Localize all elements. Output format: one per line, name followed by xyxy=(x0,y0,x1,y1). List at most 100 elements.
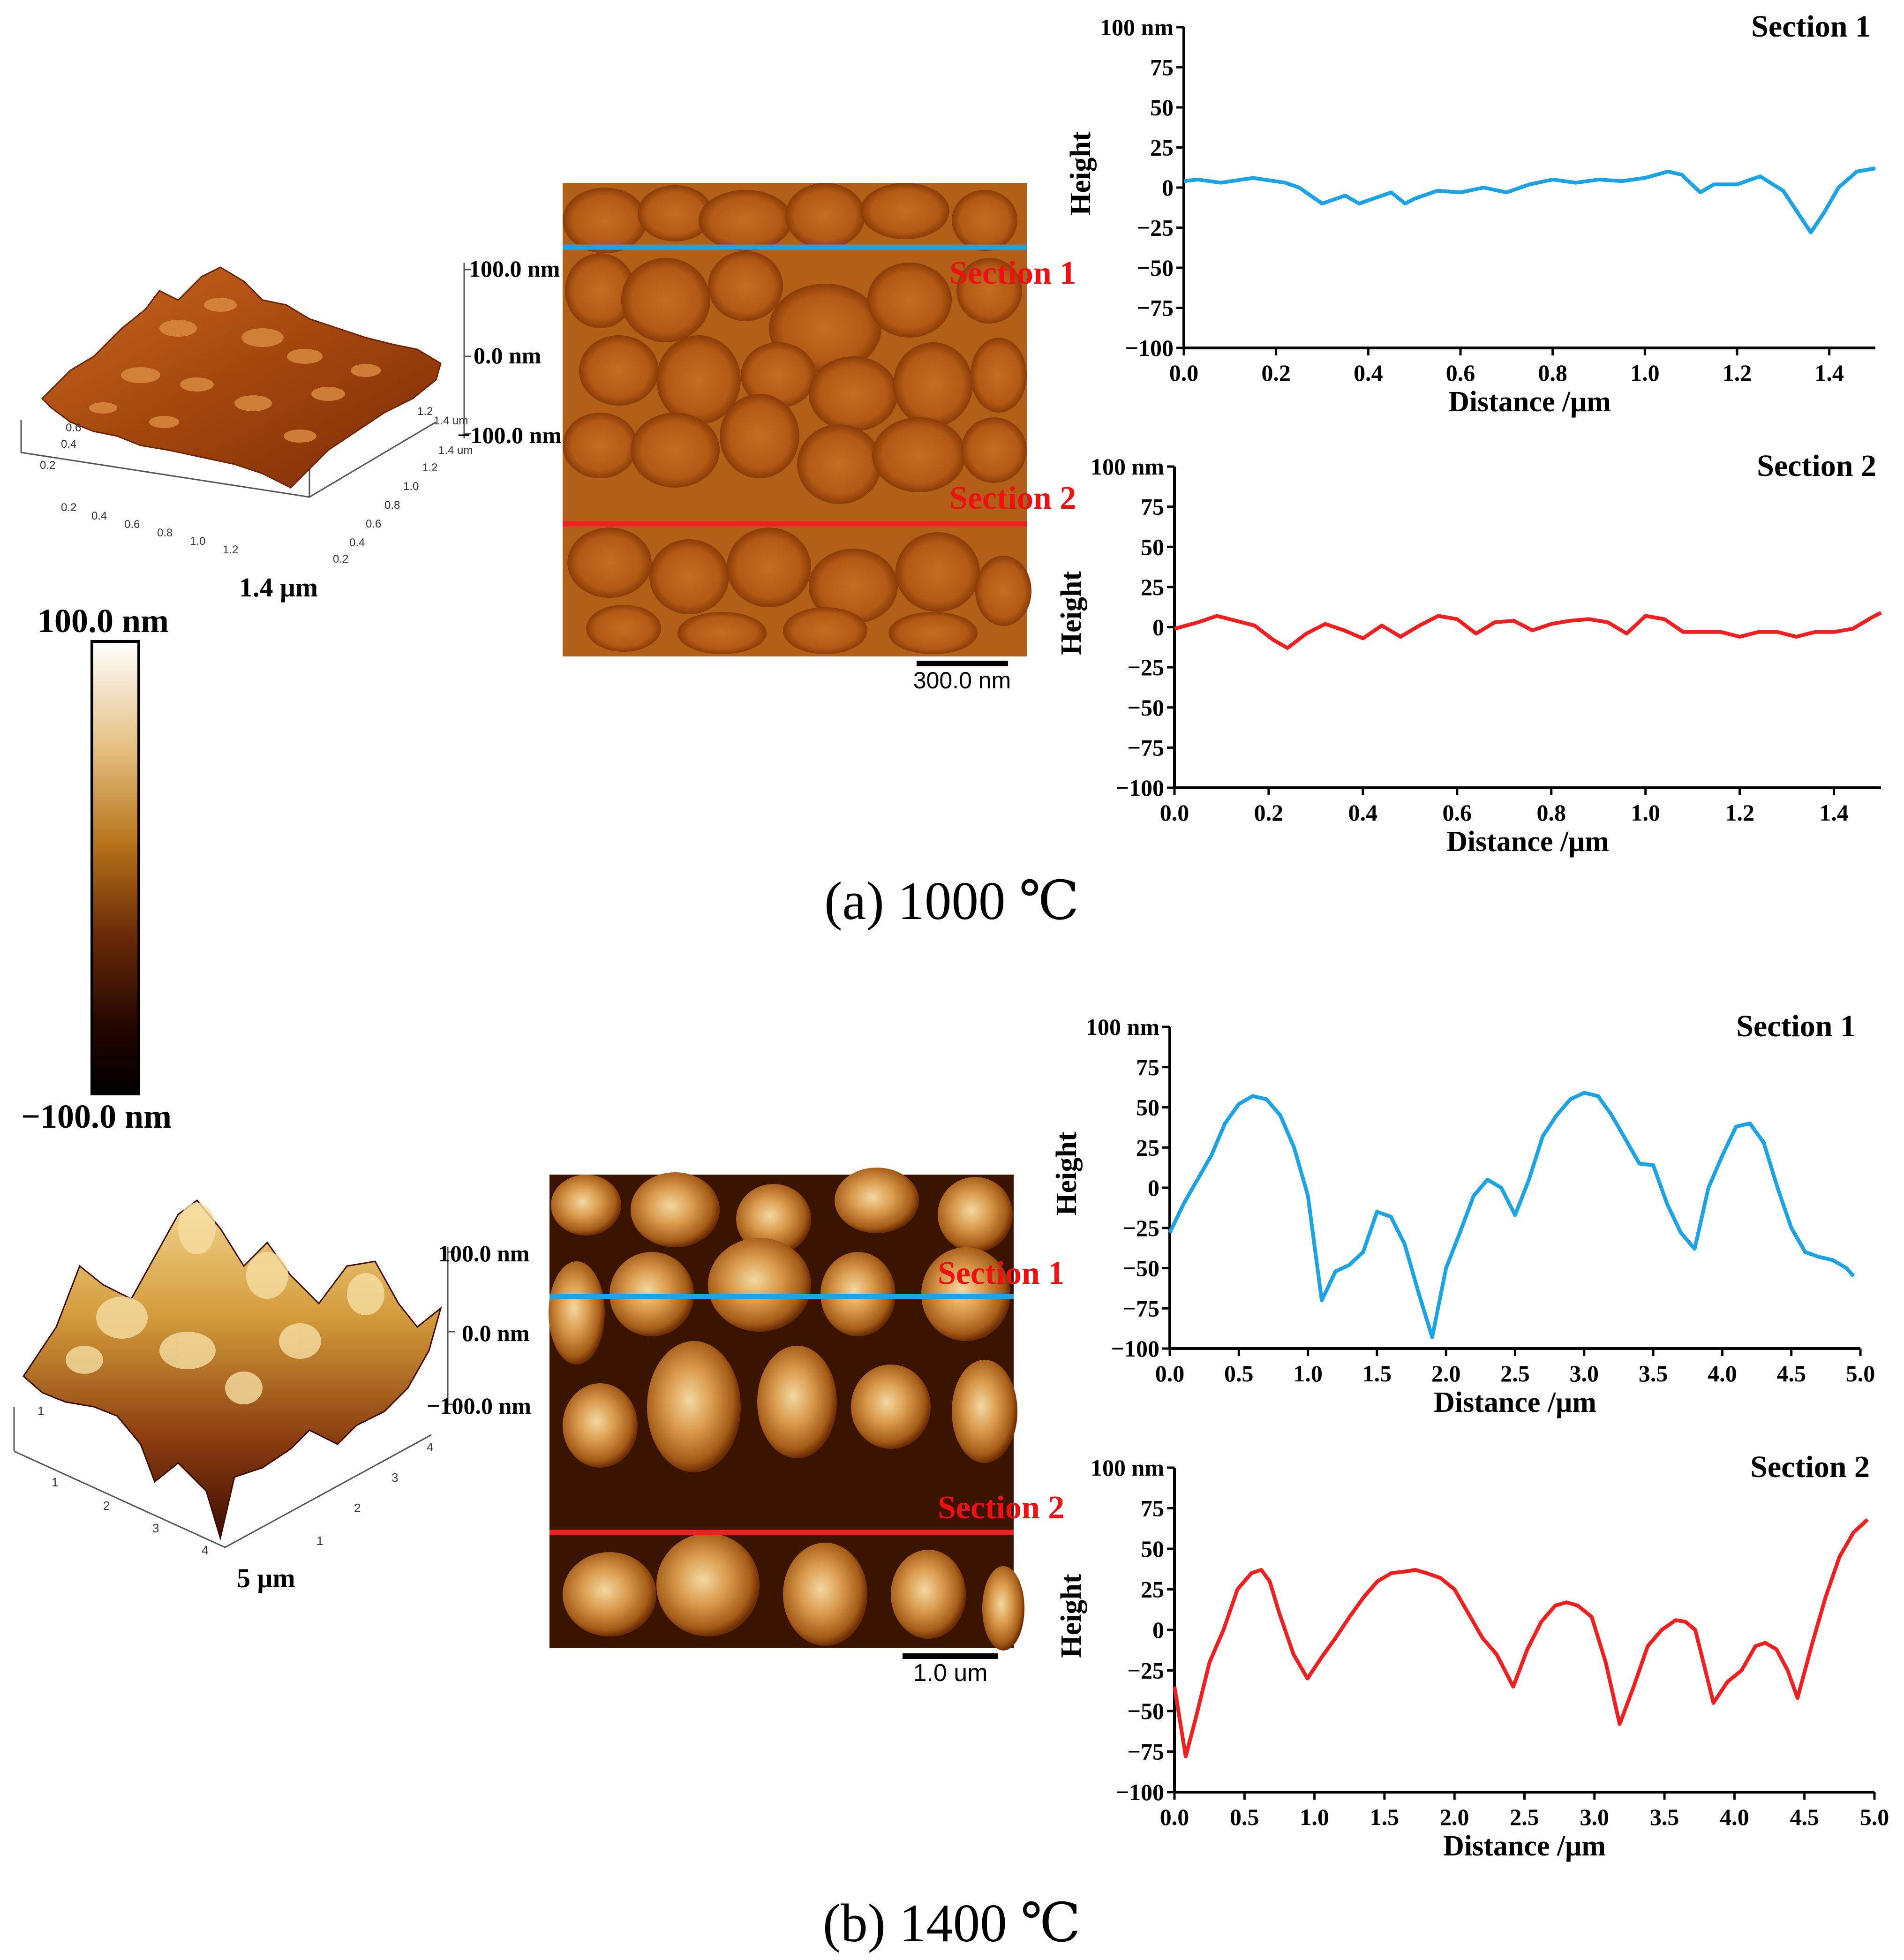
x-tick-label: 2.5 xyxy=(1500,1360,1530,1387)
afm-grain xyxy=(956,258,1022,324)
y-tick-label: −50 xyxy=(1137,255,1174,281)
afm-grain xyxy=(708,251,783,321)
tick-label: 2 xyxy=(354,1501,361,1515)
series-line xyxy=(1168,1091,1855,1339)
afm-grain xyxy=(891,1550,966,1639)
y-tick-label: 25 xyxy=(1150,135,1174,161)
afm-image-a: Section 1 Section 2 300.0 nm xyxy=(563,183,1076,694)
surface3d-b-z-top-label: 100.0 nm xyxy=(438,1240,529,1266)
x-tick-label: 1.4 xyxy=(1819,799,1849,826)
x-tick-label: 3.0 xyxy=(1570,1360,1599,1387)
tick-label: 0.6 xyxy=(366,518,381,530)
y-tick-label: 50 xyxy=(1136,1094,1159,1121)
y-tick-label: −25 xyxy=(1128,654,1165,680)
surface3d-a-mesh xyxy=(41,266,442,489)
x-tick-label: 0.6 xyxy=(1443,799,1472,826)
chart-b-section2: 100 nm 75 50 25 0 −25 −50 −75 −1000.0 0.5 1.0 1.5 2.… xyxy=(1055,1450,1889,1862)
y-tick-label: 100 nm xyxy=(1100,14,1174,40)
tick-label: 1 xyxy=(38,1404,44,1418)
x-tick-label: 0.5 xyxy=(1230,1804,1259,1830)
y-tick-label: 100 nm xyxy=(1091,1455,1164,1481)
x-tick-label: 1.2 xyxy=(1723,360,1752,386)
colorbar-bottom-label: −100.0 nm xyxy=(21,1098,172,1135)
y-tick-label: 75 xyxy=(1141,1495,1164,1522)
y-axis-label: Height xyxy=(1055,571,1087,655)
y-axis-label: Height xyxy=(1065,131,1097,215)
panel-b: 100.0 nm 0.0 nm −100.0 nm 1 2 3 4 1 2 3 … xyxy=(13,1009,1889,1953)
surface3d-b-highlights xyxy=(66,1203,384,1404)
x-tick-label: 4.0 xyxy=(1720,1804,1749,1830)
colorbar-top-label: 100.0 nm xyxy=(38,602,169,640)
x-tick-label: 1.5 xyxy=(1370,1804,1400,1830)
y-tick-label: 0 xyxy=(1162,174,1174,201)
y-tick-label: 25 xyxy=(1136,1134,1159,1161)
afm-grain xyxy=(631,1172,720,1247)
afm-grain xyxy=(677,612,767,654)
chart-a-section1: 100 nm 75 50 25 0 −25 −50 −75 −1000.0 0.2 0.4 0.6 0.… xyxy=(1065,9,1876,418)
afm-grain xyxy=(741,342,816,408)
y-tick-label: 75 xyxy=(1136,1054,1159,1080)
x-tick-label: 3.0 xyxy=(1580,1804,1610,1830)
y-tick-label: −25 xyxy=(1137,215,1174,241)
afm-grain xyxy=(649,539,729,614)
x-tick-label: 0.6 xyxy=(1446,360,1475,386)
chart-title: Section 2 xyxy=(1750,1450,1870,1484)
afm-image-b-grains xyxy=(549,1168,1024,1651)
surface3d-b-z-bottom-label: −100.0 nm xyxy=(427,1393,531,1419)
x-tick-label: 1.4 xyxy=(1814,360,1844,386)
afm-image-b-section2-label: Section 2 xyxy=(938,1490,1064,1526)
x-tick-label: 1.0 xyxy=(1300,1804,1329,1830)
afm-grain xyxy=(835,1168,919,1233)
afm-grain xyxy=(647,1341,741,1472)
surface3d-a-back-ticks: 0.2 0.4 0.6 1.2 1.4 um xyxy=(40,405,468,472)
surface3d-b: 100.0 nm 0.0 nm −100.0 nm 1 2 3 4 1 2 3 … xyxy=(13,1199,531,1593)
chart-title: Section 1 xyxy=(1751,9,1871,44)
afm-grain xyxy=(975,556,1031,626)
tick-label: 1.2 xyxy=(422,461,437,474)
x-tick-label: 5.0 xyxy=(1860,1804,1889,1830)
colorbar-gradient xyxy=(90,640,140,1095)
tick-label: 4 xyxy=(202,1543,208,1557)
y-tick-label: −25 xyxy=(1128,1658,1165,1684)
surface3d-b-axis-end-label: 5 μm xyxy=(237,1563,295,1593)
y-tick-label: 50 xyxy=(1150,94,1174,121)
x-tick-label: 4.0 xyxy=(1708,1360,1737,1387)
x-tick-label: 0.2 xyxy=(1254,799,1284,826)
tick-label: 1.2 xyxy=(223,543,238,556)
panel-a: 100.0 nm 0.0 nm −100.0 nm 0.2 0.4 0.6 0.… xyxy=(20,9,1882,931)
tick-label: 1.0 xyxy=(403,480,419,493)
surface3d-a-front-ticks: 0.2 0.4 0.6 0.8 1.0 1.2 xyxy=(61,501,238,556)
x-tick-label: 2.5 xyxy=(1510,1804,1539,1830)
afm-grain xyxy=(809,549,898,624)
afm-image-b: Section 1 Section 2 1.0 um xyxy=(549,1168,1064,1687)
afm-grain xyxy=(656,1533,760,1636)
afm-image-a-scale-bar-label: 300.0 nm xyxy=(913,667,1011,694)
afm-image-b-scale-bar-label: 1.0 um xyxy=(913,1659,988,1687)
x-axis-label: Distance /μm xyxy=(1443,1830,1606,1862)
x-tick-label: 2.0 xyxy=(1431,1360,1461,1387)
surface3d-a-side-ticks: 0.2 0.4 0.6 0.8 1.0 1.2 1.4 um xyxy=(333,444,473,565)
x-tick-label: 0.5 xyxy=(1224,1360,1254,1387)
y-axis-label: Height xyxy=(1055,1574,1087,1658)
chart-a-section2: 100 nm 75 50 25 0 −25 −50 −75 −1000.0 0.2 0.4 0.6 0.… xyxy=(1055,449,1882,858)
tick-label: 1 xyxy=(52,1475,58,1489)
tick-label: 1.4 um xyxy=(434,415,468,427)
afm-grain xyxy=(851,1364,931,1449)
surface3d-a: 100.0 nm 0.0 nm −100.0 nm 0.2 0.4 0.6 0.… xyxy=(20,256,562,603)
x-tick-label: 5.0 xyxy=(1846,1360,1875,1387)
tick-label: 3 xyxy=(152,1521,159,1535)
surface3d-b-z-mid-label: 0.0 nm xyxy=(462,1320,529,1346)
surface3d-a-highlights xyxy=(89,298,381,443)
y-tick-label: −100 xyxy=(1111,1335,1160,1362)
x-axis-label: Distance /μm xyxy=(1434,1387,1596,1418)
series-line xyxy=(1173,1518,1869,1758)
y-tick-label: −50 xyxy=(1128,694,1165,721)
afm-grain xyxy=(621,258,710,342)
tick-label: 3 xyxy=(391,1470,398,1485)
y-tick-label: 0 xyxy=(1152,1617,1164,1643)
afm-grain xyxy=(888,612,978,654)
x-tick-label: 0.2 xyxy=(1261,360,1291,386)
y-tick-label: 0 xyxy=(1152,614,1164,641)
surface3d-a-z-bottom-label: −100.0 nm xyxy=(457,422,562,448)
chart-title: Section 1 xyxy=(1736,1009,1856,1043)
